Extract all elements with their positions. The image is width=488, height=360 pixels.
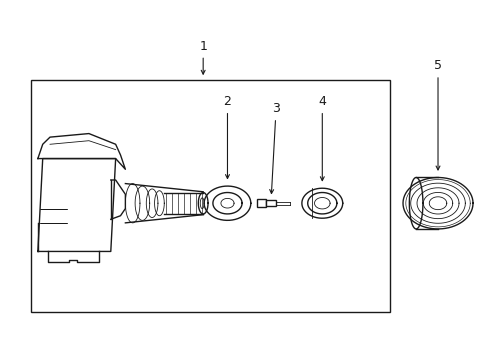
Text: 2: 2 bbox=[223, 95, 231, 179]
Text: 3: 3 bbox=[269, 102, 280, 193]
Bar bbox=[256, 199, 266, 207]
Text: 4: 4 bbox=[318, 95, 325, 181]
Text: 5: 5 bbox=[433, 59, 441, 170]
Bar bbox=[266, 201, 276, 206]
Bar bbox=[30, 80, 389, 312]
Text: 1: 1 bbox=[199, 40, 207, 74]
